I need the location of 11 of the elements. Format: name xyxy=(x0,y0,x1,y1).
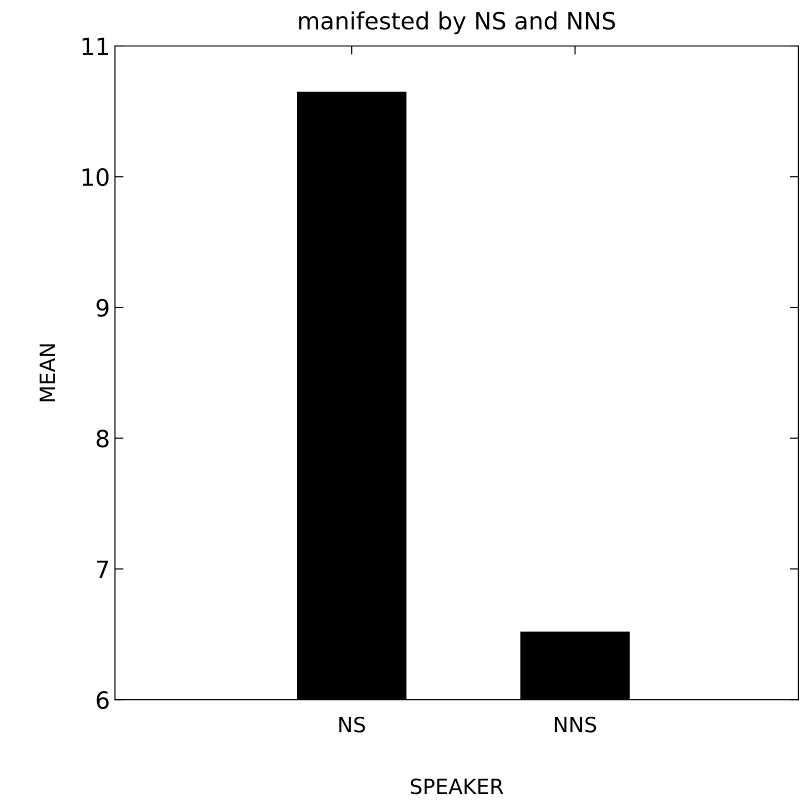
y-tick-label: 10 xyxy=(82,168,109,186)
y-tick-label: 9 xyxy=(96,298,108,317)
y-tick-label: 11 xyxy=(82,38,108,55)
y-tick-label: 8 xyxy=(96,430,108,448)
y-axis-title: MEAN xyxy=(40,344,55,402)
x-tick-label: NS xyxy=(339,716,365,732)
x-tick-label: NNS xyxy=(554,716,596,732)
chart-title: manifested by NS and NNS xyxy=(299,11,615,34)
x-axis-title: SPEAKER xyxy=(410,778,504,794)
y-tick-label: 7 xyxy=(97,560,108,578)
y-tick-label: 6 xyxy=(96,691,109,709)
